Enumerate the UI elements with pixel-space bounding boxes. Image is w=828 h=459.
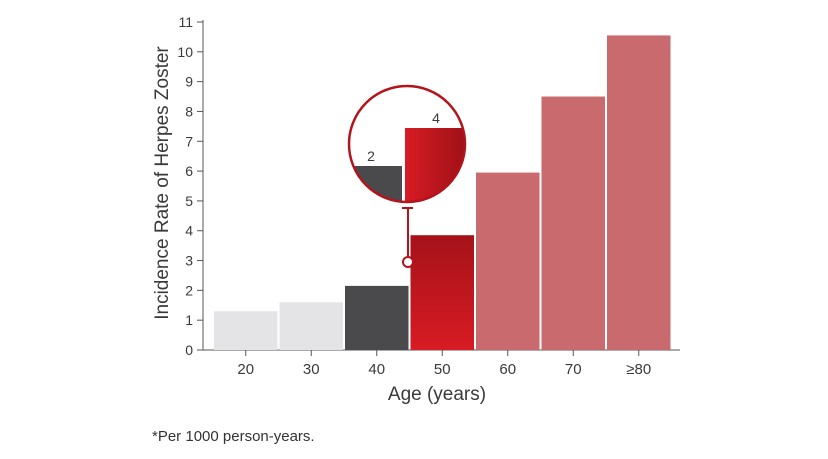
inset-label-40: 2 bbox=[367, 148, 375, 164]
x-tick-label: 50 bbox=[434, 361, 451, 378]
inset-bar-50 bbox=[405, 128, 465, 202]
y-axis-label: Incidence Rate of Herpes Zoster bbox=[152, 46, 173, 320]
x-tick-label: ≥80 bbox=[626, 361, 651, 378]
bars bbox=[214, 35, 671, 350]
x-tick-label: 20 bbox=[237, 361, 254, 378]
x-axis: 20 30 40 50 60 70 ≥80 bbox=[203, 349, 680, 378]
inset-label-50: 4 bbox=[432, 110, 440, 126]
x-tick-label: 60 bbox=[499, 361, 516, 378]
x-tick-label: 40 bbox=[368, 361, 385, 378]
y-tick-label: 11 bbox=[178, 14, 193, 30]
y-tick-label: 10 bbox=[177, 44, 193, 60]
y-tick-label: 2 bbox=[185, 282, 193, 298]
y-tick-label: 1 bbox=[185, 312, 193, 328]
bar-age-0 bbox=[214, 311, 278, 350]
y-tick-label: 4 bbox=[185, 223, 193, 239]
y-tick-label: 0 bbox=[185, 342, 193, 358]
inset-ring bbox=[347, 84, 467, 204]
y-tick-label: 6 bbox=[185, 163, 193, 179]
y-axis: 0 1 2 3 4 5 6 7 8 9 10 11 bbox=[177, 14, 204, 358]
y-tick-label: 8 bbox=[185, 103, 193, 119]
x-axis-label: Age (years) bbox=[388, 384, 486, 405]
bar-age-4 bbox=[476, 172, 540, 350]
y-tick-label: 5 bbox=[185, 193, 193, 209]
inset-bar-40 bbox=[352, 166, 402, 202]
connector-dot bbox=[402, 256, 414, 268]
y-tick-label: 9 bbox=[185, 74, 193, 90]
bar-age-2 bbox=[345, 285, 409, 350]
bar-age-3 bbox=[410, 235, 474, 350]
y-tick-label: 7 bbox=[185, 133, 193, 149]
x-tick-label: 70 bbox=[565, 361, 582, 378]
bar-age-1 bbox=[279, 302, 343, 350]
x-tick-label: 30 bbox=[303, 361, 320, 378]
bar-age-5 bbox=[541, 96, 605, 350]
footnote: *Per 1000 person-years. bbox=[152, 428, 315, 445]
bar-age-6 bbox=[607, 35, 671, 350]
y-tick-label: 3 bbox=[185, 253, 193, 269]
